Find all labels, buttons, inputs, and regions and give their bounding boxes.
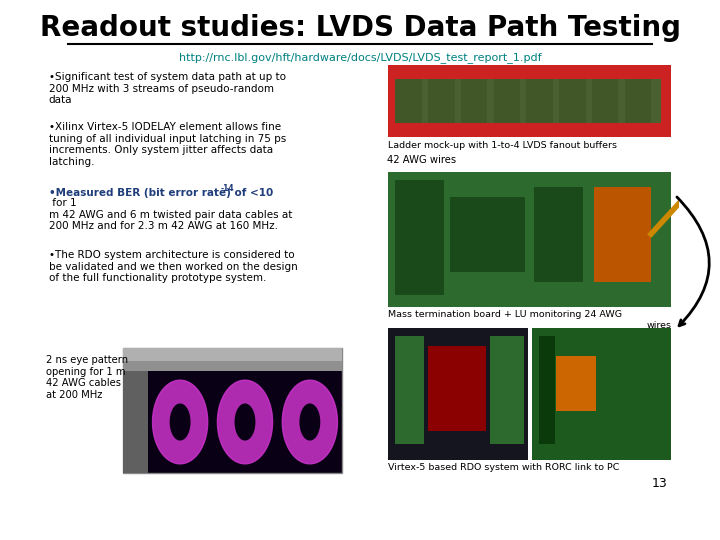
Bar bbox=[388, 172, 672, 307]
Bar bbox=[461, 79, 487, 123]
Text: 13: 13 bbox=[652, 477, 668, 490]
Polygon shape bbox=[171, 404, 190, 440]
Bar bbox=[123, 348, 342, 473]
Bar bbox=[123, 348, 342, 361]
Text: -14: -14 bbox=[220, 184, 234, 193]
Bar bbox=[395, 79, 422, 123]
Bar bbox=[388, 65, 672, 137]
Text: 2 ns eye pattern
opening for 1 m
42 AWG cables
at 200 MHz: 2 ns eye pattern opening for 1 m 42 AWG … bbox=[46, 355, 128, 400]
Text: •The RDO system architecture is considered to
be validated and we then worked on: •The RDO system architecture is consider… bbox=[48, 250, 297, 283]
Polygon shape bbox=[153, 380, 207, 464]
Bar bbox=[395, 180, 444, 295]
Bar bbox=[592, 79, 618, 123]
Text: Ladder mock-up with 1-to-4 LVDS fanout buffers: Ladder mock-up with 1-to-4 LVDS fanout b… bbox=[388, 141, 617, 150]
Bar bbox=[557, 356, 596, 411]
Bar bbox=[123, 361, 342, 371]
Bar bbox=[395, 79, 661, 123]
Bar bbox=[593, 187, 651, 282]
Bar bbox=[526, 79, 553, 123]
Bar bbox=[450, 197, 526, 272]
Text: wires: wires bbox=[647, 321, 672, 330]
Text: http://rnc.lbl.gov/hft/hardware/docs/LVDS/LVDS_test_report_1.pdf: http://rnc.lbl.gov/hft/hardware/docs/LVD… bbox=[179, 52, 541, 64]
Bar bbox=[494, 79, 520, 123]
Text: Readout studies: LVDS Data Path Testing: Readout studies: LVDS Data Path Testing bbox=[40, 14, 680, 42]
Bar bbox=[428, 79, 454, 123]
Text: Virtex-5 based RDO system with RORC link to PC: Virtex-5 based RDO system with RORC link… bbox=[388, 463, 620, 472]
Bar bbox=[395, 336, 423, 444]
Bar bbox=[534, 187, 583, 282]
Polygon shape bbox=[300, 404, 320, 440]
Bar bbox=[624, 79, 651, 123]
Bar bbox=[428, 346, 485, 431]
Bar bbox=[559, 79, 585, 123]
Text: •Significant test of system data path at up to
200 MHz with 3 streams of pseudo-: •Significant test of system data path at… bbox=[48, 72, 286, 105]
Text: Mass termination board + LU monitoring 24 AWG: Mass termination board + LU monitoring 2… bbox=[388, 310, 622, 319]
Text: •Measured BER (bit error rate) of <10: •Measured BER (bit error rate) of <10 bbox=[48, 188, 273, 198]
Text: •Xilinx Virtex-5 IODELAY element allows fine
tuning of all individual input latc: •Xilinx Virtex-5 IODELAY element allows … bbox=[48, 122, 286, 167]
Polygon shape bbox=[217, 380, 273, 464]
Text: 42 AWG wires: 42 AWG wires bbox=[387, 155, 456, 165]
Bar bbox=[490, 336, 523, 444]
Bar bbox=[123, 371, 148, 473]
Polygon shape bbox=[235, 404, 255, 440]
Bar bbox=[388, 328, 528, 460]
Polygon shape bbox=[282, 380, 338, 464]
Text: for 1
m 42 AWG and 6 m twisted pair data cables at
200 MHz and for 2.3 m 42 AWG : for 1 m 42 AWG and 6 m twisted pair data… bbox=[48, 198, 292, 231]
Bar bbox=[539, 336, 554, 444]
Bar bbox=[531, 328, 672, 460]
